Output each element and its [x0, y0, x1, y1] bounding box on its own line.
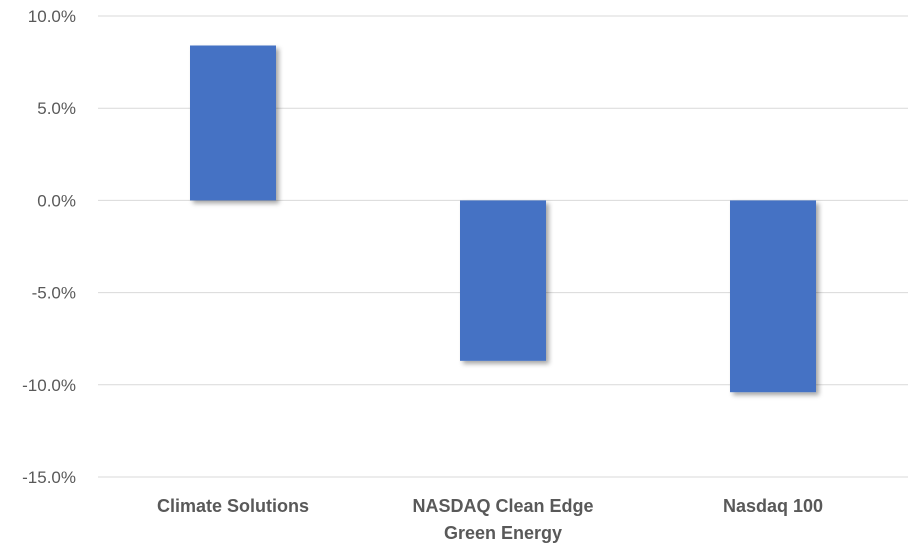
- x-axis-labels: Climate Solutions NASDAQ Clean Edge Green …: [157, 496, 823, 543]
- y-tick-label: -10.0%: [22, 376, 76, 395]
- x-category-label: Climate Solutions: [157, 496, 309, 516]
- y-axis-ticks: 10.0% 5.0% 0.0% -5.0% -10.0% -15.0%: [22, 7, 76, 487]
- bar: [190, 45, 276, 201]
- bar: [730, 200, 816, 393]
- y-tick-label: 10.0%: [28, 7, 76, 26]
- x-category-label-line: Green Energy: [444, 523, 562, 543]
- x-category-label: NASDAQ Clean Edge Green Energy: [412, 496, 593, 543]
- y-tick-label: 0.0%: [37, 191, 76, 210]
- bars: [190, 45, 816, 393]
- bar: [460, 200, 546, 361]
- y-tick-label: -15.0%: [22, 468, 76, 487]
- y-tick-label: -5.0%: [32, 284, 76, 303]
- x-category-label-line: NASDAQ Clean Edge: [412, 496, 593, 516]
- x-category-label-line: Nasdaq 100: [723, 496, 823, 516]
- y-tick-label: 5.0%: [37, 99, 76, 118]
- x-category-label: Nasdaq 100: [723, 496, 823, 516]
- x-category-label-line: Climate Solutions: [157, 496, 309, 516]
